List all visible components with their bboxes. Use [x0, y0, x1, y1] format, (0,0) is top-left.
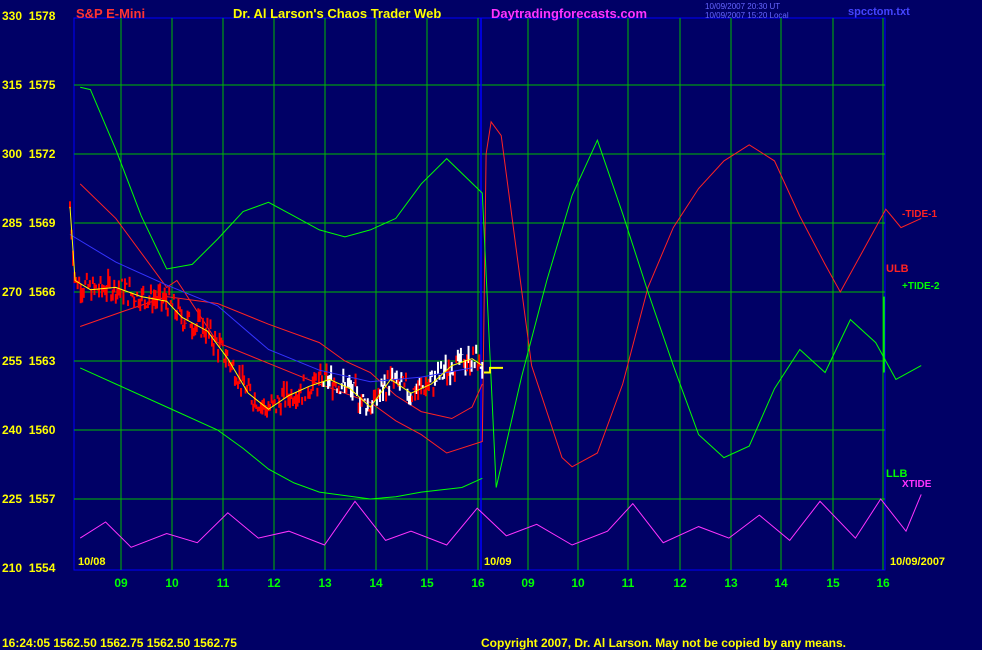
x-tick-label: 13: [318, 576, 332, 590]
x-tick-label: 13: [724, 576, 738, 590]
x-tick-label: 16: [471, 576, 485, 590]
quote-line: 16:24:05 1562.50 1562.75 1562.50 1562.75: [2, 636, 237, 650]
moving-average-yellow: [69, 206, 483, 410]
label-ulb: ULB: [886, 263, 909, 275]
x-tick-label: 09: [521, 576, 535, 590]
label-llb: LLB: [886, 468, 908, 480]
y-tick-label: 330 1578: [2, 9, 56, 23]
date-left: 10/08: [78, 556, 106, 568]
moving-average-blue: [69, 234, 473, 383]
x-tick-label: 12: [267, 576, 281, 590]
plot-frame: [73, 17, 886, 571]
x-tick-label: 14: [369, 576, 383, 590]
data-filename: spcctom.txt: [848, 6, 910, 18]
chart-title: S&P E-Mini: [76, 6, 146, 21]
x-tick-label: 12: [673, 576, 687, 590]
x-tick-label: 09: [114, 576, 128, 590]
date-middle: 10/09: [484, 556, 512, 568]
timestamp-local: 10/09/2007 15:20 Local: [705, 11, 789, 20]
last-price-marker: [484, 366, 503, 374]
label-xtide: XTIDE: [902, 479, 932, 490]
site-title: Dr. Al Larson's Chaos Trader Web: [233, 6, 442, 21]
label-tide1: -TIDE-1: [902, 209, 937, 220]
x-tick-label: 11: [621, 576, 635, 590]
y-tick-label: 255 1563: [2, 354, 56, 368]
timestamp-ut: 10/09/2007 20:30 UT: [705, 2, 781, 11]
y-tick-label: 225 1557: [2, 492, 56, 506]
x-tick-label: 10: [571, 576, 585, 590]
x-tick-label: 15: [826, 576, 840, 590]
y-tick-label: 300 1572: [2, 147, 56, 161]
x-tick-label: 15: [420, 576, 434, 590]
series-line-xtide: [79, 494, 922, 548]
x-tick-label: 14: [774, 576, 788, 590]
copyright: Copyright 2007, Dr. Al Larson. May not b…: [481, 636, 846, 650]
y-tick-label: 285 1569: [2, 216, 56, 230]
series-line--tide-1: [79, 120, 922, 468]
site-link[interactable]: Daytradingforecasts.com: [491, 6, 648, 21]
y-tick-label: 240 1560: [2, 423, 56, 437]
series-line-llb: [79, 367, 483, 500]
x-tick-label: 16: [876, 576, 890, 590]
date-right: 10/09/2007: [890, 556, 946, 568]
series-line--tide-2: [80, 86, 922, 488]
x-tick-label: 11: [216, 576, 230, 590]
y-tick-label: 315 1575: [2, 78, 56, 92]
x-tick-label: 10: [165, 576, 179, 590]
y-tick-label: 270 1566: [2, 285, 56, 299]
label-tide2: +TIDE-2: [902, 281, 940, 292]
y-tick-label: 210 1554: [2, 561, 56, 575]
